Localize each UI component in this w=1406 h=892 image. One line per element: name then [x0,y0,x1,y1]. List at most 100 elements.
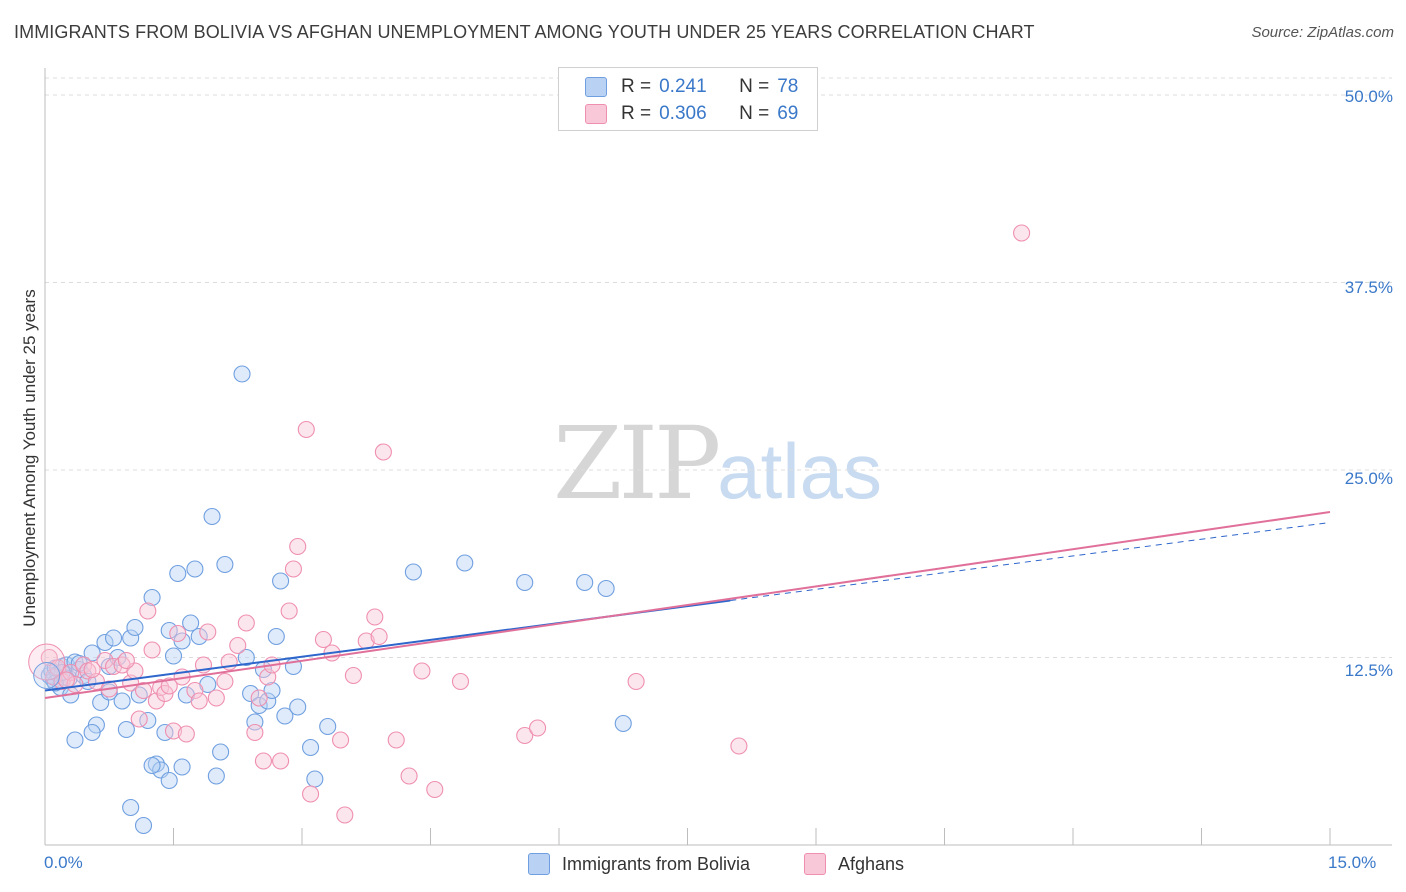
bolivia-point [242,684,260,703]
watermark-zip: ZIP [553,405,721,522]
afghans-point [336,806,354,824]
afghans-point [516,726,534,745]
y-tick-label: 25.0% [1344,469,1393,488]
afghans-point [284,560,302,578]
bolivia-point [272,572,290,590]
afghans-point [164,722,183,740]
afghans-point [254,752,273,770]
series-legend-afghans[interactable]: Afghans [804,851,904,877]
series-legend-label: Afghans [838,853,905,874]
bolivia-point [216,555,234,574]
afghans-point [237,614,255,632]
bolivia-point [302,738,320,757]
series-swatch-bolivia [528,853,550,875]
bolivia-point [207,767,225,785]
bolivia-point [104,629,123,647]
afghans-point [190,692,208,710]
afghans-point [280,602,298,620]
bolivia-point [122,629,140,647]
series-legend-bolivia[interactable]: Immigrants from Bolivia [528,851,750,877]
bolivia-point [113,692,131,710]
series-legend-label: Immigrants from Bolivia [562,853,751,874]
bolivia-cluster-point [33,662,61,689]
bolivia-point [306,770,324,788]
afghans-point [400,767,418,785]
bolivia-trendline-extension [730,522,1331,601]
bolivia-point [276,707,294,725]
legend-n-value: 78 [777,76,799,97]
bolivia-point [516,573,534,592]
legend-row-bolivia: R = 0.241 N = 78 [585,75,798,99]
afghans-point [207,689,225,707]
bolivia-point [143,756,161,775]
afghans-point [331,731,350,749]
afghans-trendline [44,511,1331,699]
bolivia-point [143,588,161,607]
bolivia-point [263,681,281,700]
afghans-point [96,651,114,670]
afghans-point [314,630,332,649]
afghans-point [272,752,290,770]
bolivia-point [267,627,285,646]
bolivia-point [186,560,204,578]
legend-r-label: R = [621,103,652,124]
afghans-point [139,602,157,620]
bolivia-point [237,648,255,667]
afghans-point [216,672,234,691]
bolivia-point [126,618,144,637]
afghans-point [186,681,204,700]
afghans-point [374,443,392,461]
afghans-point [83,660,101,679]
bolivia-point [156,723,174,742]
afghans-point [289,537,307,556]
bolivia-point [233,365,251,383]
bolivia-point [456,554,474,572]
afghans-point [177,725,195,743]
afghans-point [302,785,320,803]
afghans-point [1013,224,1031,242]
afghans-point [169,624,187,643]
legend-row-afghans: R = 0.306 N = 69 [585,102,798,126]
afghans-point [370,627,388,646]
bolivia-point [117,720,135,739]
bolivia-point [134,816,153,835]
correlation-legend: R = 0.241 N = 78 R = 0.306 N = 69 [558,67,818,131]
afghans-point [246,723,264,742]
x-tick-label-min: 0.0% [44,853,83,872]
bolivia-point [203,507,221,526]
legend-n-label: N = [739,103,770,124]
bolivia-point [173,758,191,776]
legend-swatch-bolivia [585,77,607,97]
y-axis-label: Unemployment Among Youth under 25 years [20,289,39,627]
bolivia-point [212,743,230,761]
afghans-point [57,671,75,689]
bolivia-point [96,633,114,652]
afghans-point [130,710,148,728]
bolivia-point [83,723,101,742]
bolivia-point [404,563,422,581]
afghans-point [45,668,63,686]
bolivia-point [597,579,615,598]
afghans-point [627,672,645,691]
y-tick-label: 37.5% [1344,278,1393,297]
afghans-point [134,681,153,700]
afghans-point [117,651,135,670]
bolivia-point [160,771,178,790]
legend-n-label: N = [739,76,770,97]
afghans-point [250,689,268,707]
afghans-point [199,623,217,641]
bolivia-point [169,564,187,583]
bolivia-point [182,614,200,632]
bolivia-point [614,714,632,733]
afghans-point [426,780,444,799]
afghans-point [730,737,748,755]
y-tick-label: 50.0% [1344,87,1393,106]
bolivia-point [319,717,337,736]
y-tick-label: 12.5% [1344,661,1393,680]
legend-swatch-afghans [585,104,607,124]
afghans-point [366,608,384,626]
bolivia-point [289,698,307,716]
bolivia-point [122,798,140,817]
bolivia-point [164,647,183,665]
